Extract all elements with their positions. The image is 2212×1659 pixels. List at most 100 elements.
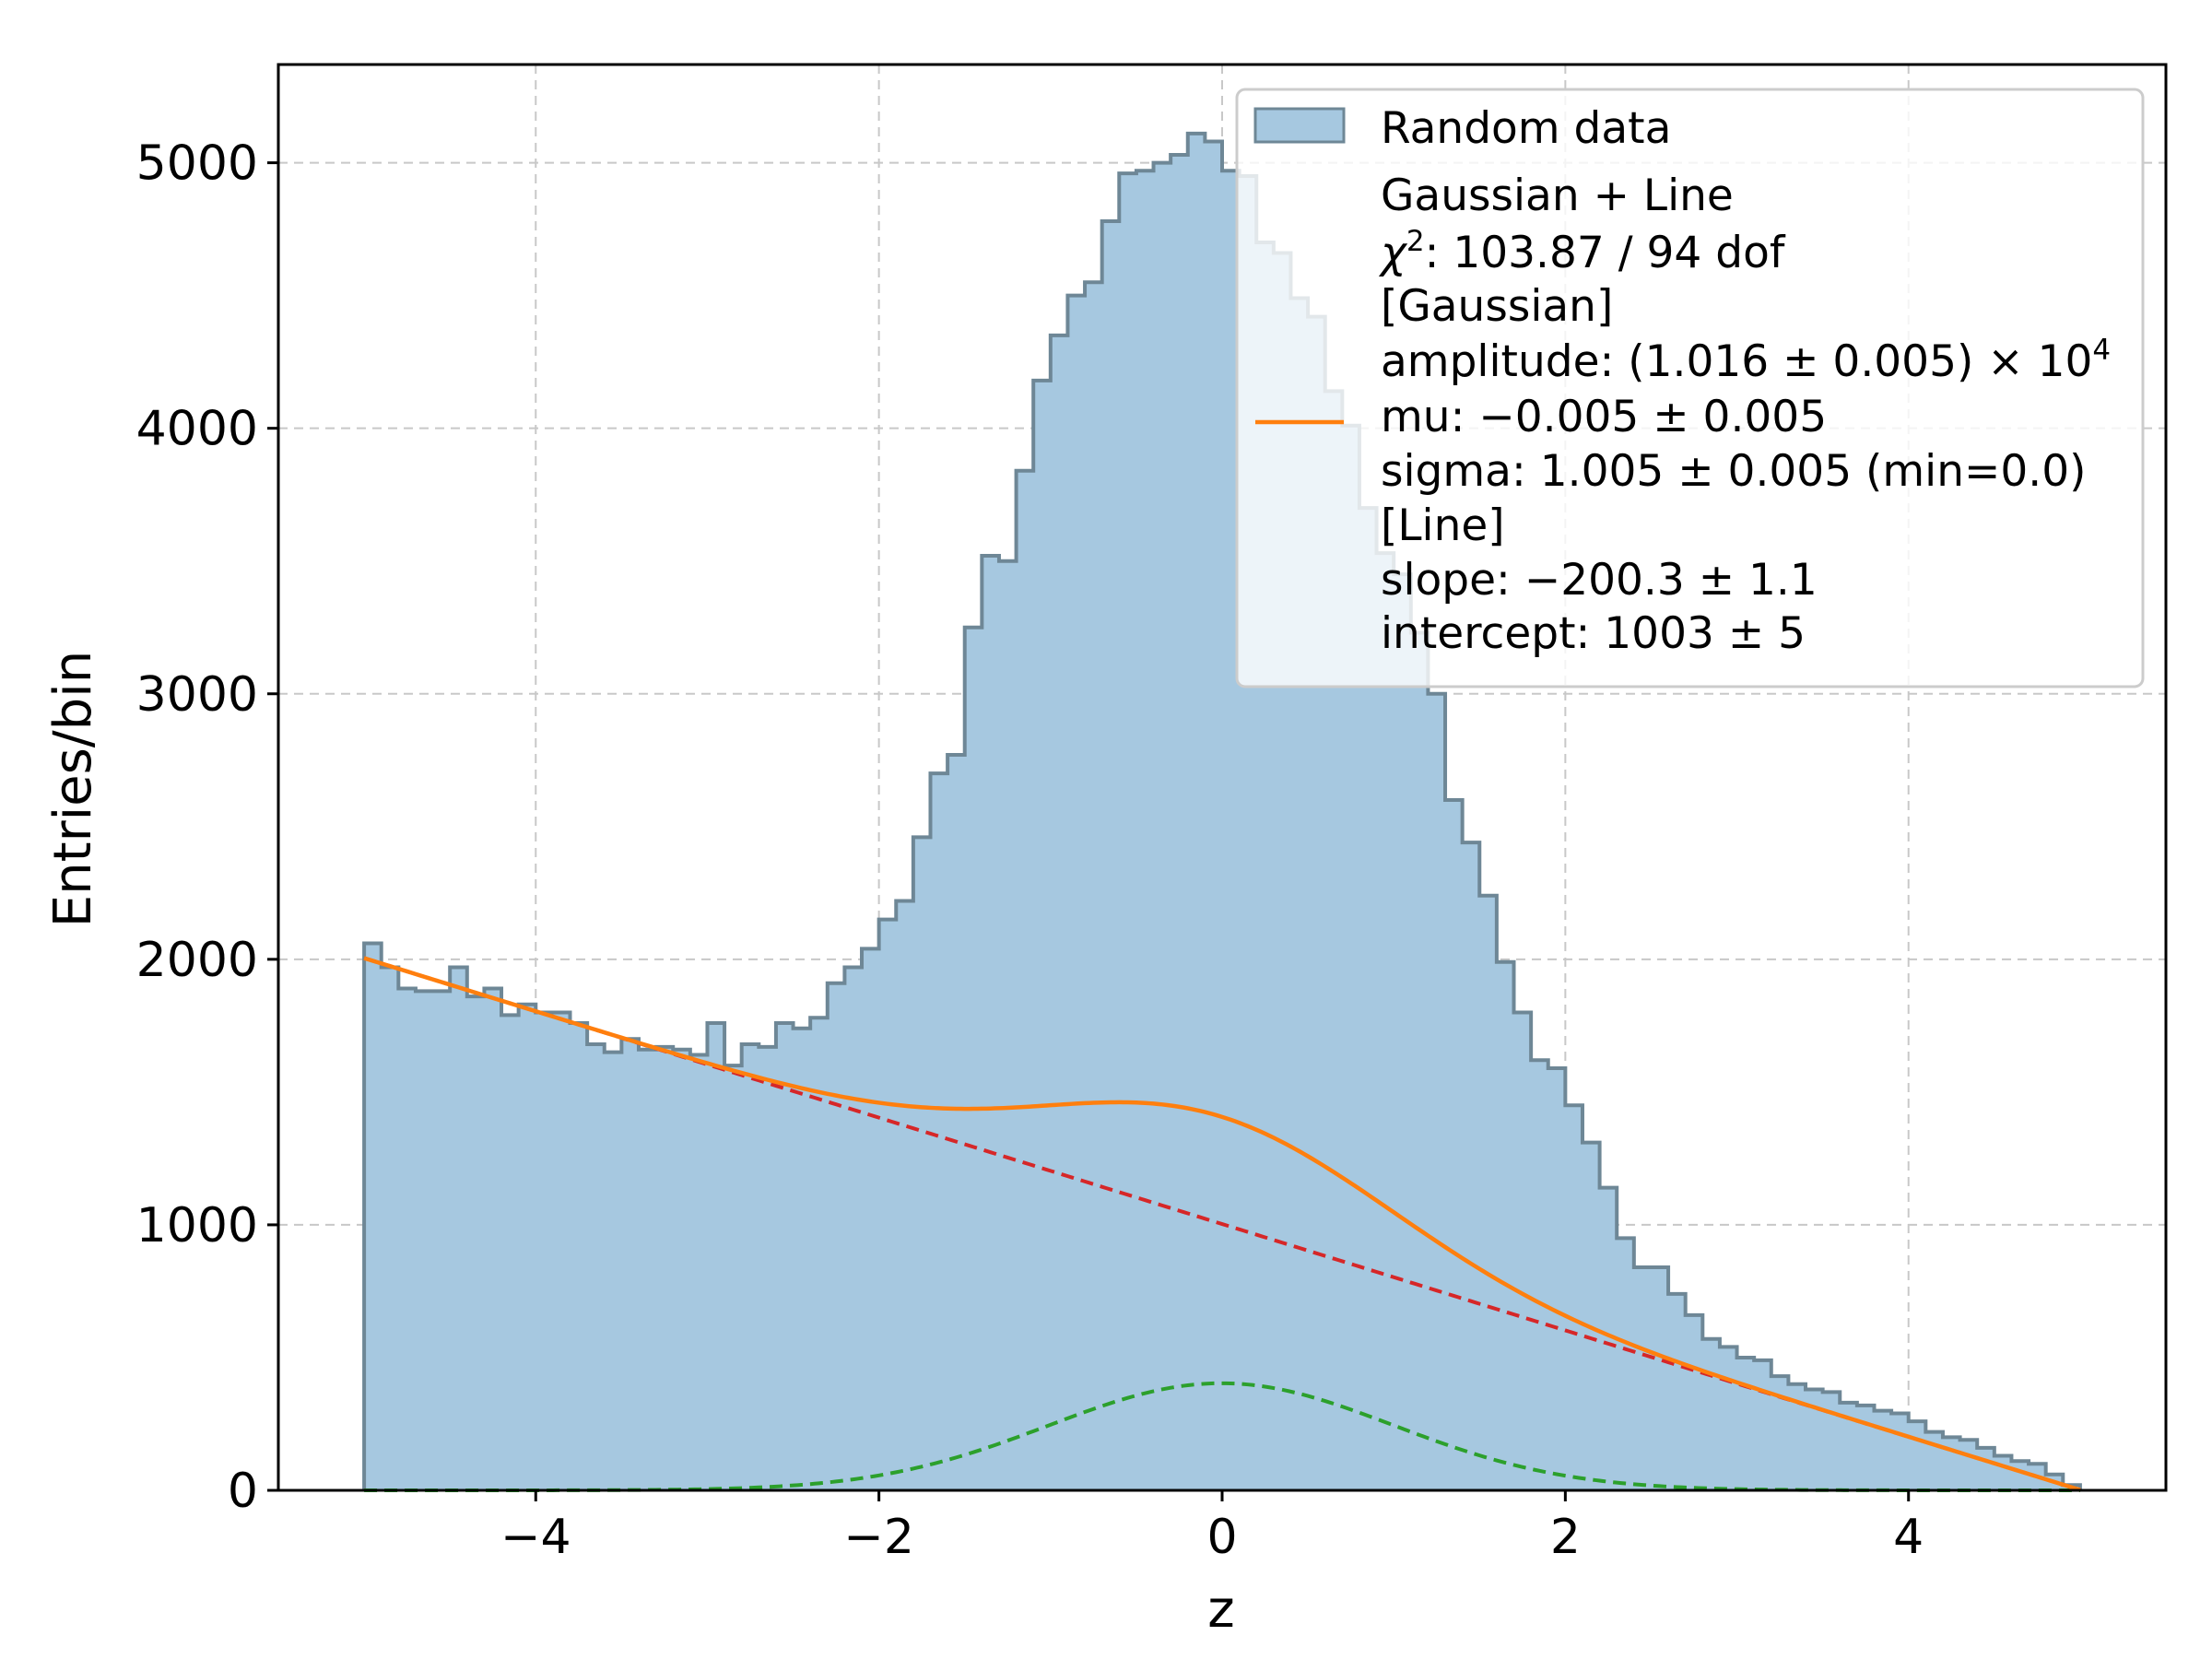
histogram-bar <box>1925 1431 1944 1490</box>
histogram-bar <box>912 837 932 1490</box>
y-tick-label: 3000 <box>136 667 258 723</box>
histogram-bar <box>1531 1060 1549 1490</box>
histogram-bar <box>810 1018 829 1490</box>
histogram-bar <box>1135 171 1155 1490</box>
histogram-bar <box>1479 895 1498 1490</box>
histogram-bar <box>518 1004 536 1490</box>
histogram-bar <box>1685 1314 1703 1490</box>
legend-gaussian-header: [Gaussian] <box>1381 281 1613 332</box>
histogram-bar <box>982 555 1000 1490</box>
histogram-bar <box>724 1065 743 1490</box>
histogram-bar <box>1806 1389 1824 1490</box>
y-tick-label: 4000 <box>136 402 258 457</box>
histogram-bar <box>621 1039 640 1490</box>
histogram-bar <box>1959 1440 1978 1490</box>
histogram-bar <box>1840 1402 1858 1490</box>
histogram-bar <box>947 755 966 1490</box>
histogram-bar <box>1891 1413 1910 1490</box>
legend-slope: slope: −200.3 ± 1.1 <box>1381 555 1818 606</box>
histogram-bar <box>1205 141 1223 1491</box>
histogram-bar <box>759 1046 777 1490</box>
histogram-bar <box>1153 162 1171 1490</box>
histogram-bar <box>501 1015 520 1490</box>
histogram-bar <box>1394 574 1412 1490</box>
legend-chi2: χ2: 103.87 / 94 dof <box>1378 225 1786 278</box>
legend-frame <box>1235 88 2145 688</box>
histogram-bar <box>741 1044 759 1490</box>
y-tick-label: 5000 <box>136 136 258 192</box>
histogram-bar <box>844 967 863 1490</box>
histogram-bar <box>552 1012 571 1490</box>
histogram-bar <box>930 773 948 1490</box>
x-tick-label: −4 <box>500 1510 571 1565</box>
histogram-bar <box>1856 1405 1876 1490</box>
histogram-bar <box>450 967 468 1490</box>
histogram-bar <box>1171 154 1189 1490</box>
histogram-bar <box>587 1044 606 1490</box>
x-tick-label: −2 <box>843 1510 914 1565</box>
y-tick-label: 2000 <box>136 933 258 988</box>
histogram-bar <box>1908 1421 1926 1490</box>
histogram-bar <box>1050 335 1069 1491</box>
histogram-bar <box>827 982 845 1490</box>
histogram-bar <box>1617 1238 1635 1490</box>
histogram-bar <box>1994 1455 2013 1490</box>
histogram-bar <box>1547 1067 1566 1490</box>
histogram-bar <box>1359 508 1378 1490</box>
histogram-bar <box>1788 1383 1806 1490</box>
x-tick-label: 0 <box>1206 1510 1237 1565</box>
histogram-bar <box>998 560 1018 1490</box>
histogram-bar <box>604 1052 622 1490</box>
axis-ticks: −4 −2 0 2 4 0 1000 2000 3000 4000 5000 <box>136 136 1924 1565</box>
histogram-bar <box>1668 1293 1687 1490</box>
histogram-bar <box>1496 961 1515 1490</box>
histogram-bar <box>1462 842 1480 1490</box>
legend-swatch-random-data <box>1253 107 1346 144</box>
y-axis-label: Entries/bin <box>43 651 103 928</box>
histogram-bar <box>1085 282 1103 1490</box>
histogram-bar <box>415 991 434 1490</box>
histogram-bar <box>1754 1359 1772 1490</box>
total-fit-curve <box>363 956 2081 1492</box>
histogram-bar <box>707 1022 725 1490</box>
histogram-bar <box>1874 1410 1892 1490</box>
legend-amplitude: amplitude: (1.016 ± 0.005) × 104 <box>1381 334 2111 387</box>
histogram-bar <box>655 1046 674 1490</box>
histogram-bar <box>1582 1142 1601 1490</box>
histogram-bar <box>2011 1461 2030 1490</box>
histogram-bar <box>1342 425 1360 1490</box>
histogram-bar <box>1445 799 1464 1490</box>
histogram-bar <box>673 1049 691 1490</box>
y-tick-label: 0 <box>228 1464 258 1519</box>
histogram-bar <box>878 919 897 1490</box>
histogram-bar <box>1016 470 1034 1490</box>
x-axis-label: z <box>1207 1580 1234 1640</box>
legend: Random data Gaussian + Line χ2: 103.87 /… <box>1235 88 2145 688</box>
line-component-curve <box>363 956 2081 1492</box>
histogram-bar <box>862 948 880 1490</box>
histogram-bar <box>1719 1347 1738 1490</box>
histogram-bar <box>1513 1012 1532 1490</box>
histogram-bar <box>1942 1437 1961 1490</box>
histogram-bar <box>1565 1105 1583 1490</box>
histogram-bar <box>775 1022 794 1490</box>
histogram-bar <box>1736 1357 1755 1490</box>
histogram-bar <box>1410 632 1430 1490</box>
histogram-bar <box>689 1054 709 1490</box>
histogram-bar <box>1119 173 1137 1491</box>
histogram-bar <box>1033 380 1052 1490</box>
histogram-bar <box>1222 171 1241 1490</box>
histogram-bar <box>1651 1267 1669 1490</box>
histogram-bar <box>1633 1267 1653 1490</box>
legend-line-header: [Line] <box>1381 500 1505 551</box>
histogram-bar <box>535 1012 554 1490</box>
legend-mu: mu: −0.005 ± 0.005 <box>1381 392 1827 442</box>
histogram-bar <box>896 900 914 1490</box>
histogram-bar <box>1822 1392 1841 1490</box>
histogram-bar <box>1702 1338 1721 1490</box>
histogram-bar <box>1771 1376 1789 1490</box>
histogram-bar <box>638 1049 657 1490</box>
legend-label-random-data: Random data <box>1381 103 1671 154</box>
histogram-bar <box>1977 1447 1995 1490</box>
